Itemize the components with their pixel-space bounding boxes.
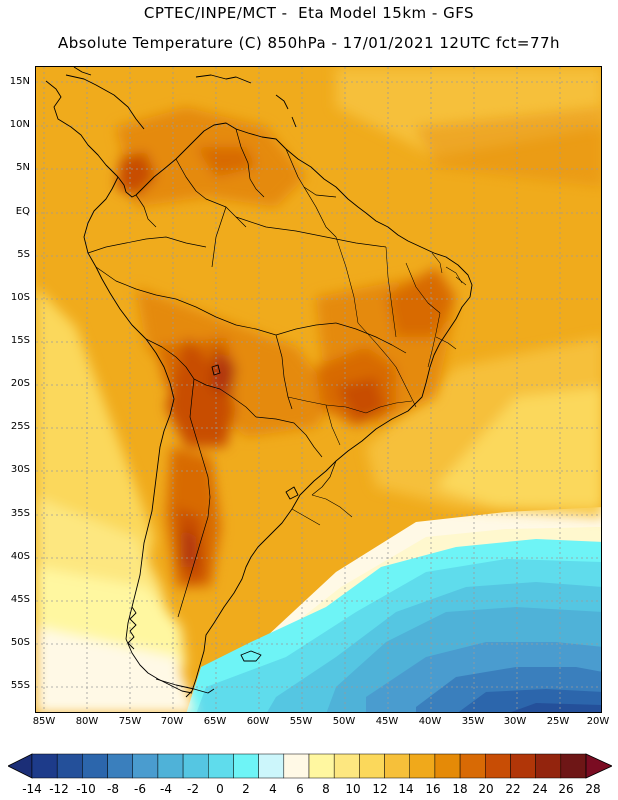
lon-label: 30W bbox=[503, 716, 527, 727]
colorbar-label: 2 bbox=[242, 782, 250, 796]
colorbar-label: -12 bbox=[49, 782, 69, 796]
lat-label: 20S bbox=[10, 378, 30, 389]
colorbar-cell bbox=[359, 753, 385, 779]
lat-label: 10S bbox=[10, 292, 30, 303]
lat-label: 15S bbox=[10, 335, 30, 346]
lat-label: 15N bbox=[9, 76, 30, 87]
tierra-del-fuego bbox=[155, 678, 215, 694]
lat-label: 55S bbox=[10, 680, 30, 691]
lat-label: 30S bbox=[10, 464, 30, 475]
map-panel bbox=[35, 66, 602, 713]
colorbar-label: 24 bbox=[532, 782, 548, 796]
south-america-coast bbox=[117, 122, 473, 698]
colorbar-label: 4 bbox=[269, 782, 277, 796]
lat-label: 50S bbox=[10, 637, 30, 648]
colorbar-cell bbox=[283, 753, 310, 779]
colorbar-cell bbox=[485, 753, 511, 779]
lon-label: 45W bbox=[375, 716, 399, 727]
lat-label: 35S bbox=[10, 508, 30, 519]
lon-label: 60W bbox=[246, 716, 270, 727]
colorbar-cell bbox=[132, 753, 159, 779]
colorbar-label: 14 bbox=[398, 782, 414, 796]
colorbar-cell bbox=[107, 753, 133, 779]
caribbean-islands bbox=[195, 74, 252, 84]
lat-label: 5N bbox=[16, 162, 30, 173]
cold-air-shading bbox=[186, 507, 601, 712]
colorbar bbox=[8, 753, 612, 779]
lon-label: 85W bbox=[32, 716, 56, 727]
falkland-islands bbox=[240, 650, 262, 662]
temperature-map bbox=[36, 67, 601, 712]
colorbar-label: -14 bbox=[22, 782, 42, 796]
lon-label: 20W bbox=[586, 716, 610, 727]
lat-label: 25S bbox=[10, 421, 30, 432]
cool-ocean-shading bbox=[36, 67, 601, 712]
colorbar-under-arrow bbox=[8, 753, 33, 779]
colorbar-label: -10 bbox=[76, 782, 96, 796]
colorbar-cell bbox=[208, 753, 234, 779]
lon-label: 35W bbox=[461, 716, 485, 727]
colorbar-cell bbox=[434, 753, 461, 779]
colorbar-label: 26 bbox=[558, 782, 574, 796]
lon-label: 25W bbox=[546, 716, 570, 727]
lon-label: 65W bbox=[203, 716, 227, 727]
coastline-and-borders bbox=[45, 67, 473, 698]
colorbar-cell bbox=[409, 753, 436, 779]
colorbar-label: 12 bbox=[372, 782, 388, 796]
colorbar-cell bbox=[182, 753, 209, 779]
lat-label: 5S bbox=[17, 249, 30, 260]
colorbar-cell bbox=[233, 753, 259, 779]
colorbar-label: 0 bbox=[216, 782, 224, 796]
lat-label: 10N bbox=[9, 119, 30, 130]
colorbar-label: -8 bbox=[107, 782, 119, 796]
lake bbox=[285, 486, 299, 500]
colorbar-label: -2 bbox=[187, 782, 199, 796]
lon-label: 50W bbox=[332, 716, 356, 727]
colorbar-label: 28 bbox=[585, 782, 601, 796]
warm-ocean-shading bbox=[416, 107, 601, 187]
colorbar-over-arrow bbox=[585, 753, 612, 779]
colorbar-cell bbox=[258, 753, 285, 779]
colorbar-cell bbox=[82, 753, 108, 779]
warm-air-shading bbox=[116, 107, 456, 587]
colorbar-label: 10 bbox=[345, 782, 361, 796]
map-title-line-2: Absolute Temperature (C) 850hPa - 17/01/… bbox=[57, 34, 561, 52]
lat-label: EQ bbox=[15, 206, 30, 217]
central-america-coast bbox=[45, 80, 119, 178]
colorbar-cell bbox=[459, 753, 486, 779]
colorbar-cell bbox=[510, 753, 536, 779]
colorbar-label: 6 bbox=[296, 782, 304, 796]
lon-label: 40W bbox=[418, 716, 442, 727]
lon-label: 55W bbox=[289, 716, 313, 727]
colorbar-label: -4 bbox=[160, 782, 172, 796]
national-borders bbox=[87, 128, 407, 618]
colorbar-label: 16 bbox=[425, 782, 441, 796]
colorbar-cell bbox=[31, 753, 58, 779]
map-title-line-1: CPTEC/INPE/MCT - Eta Model 15km - GFS bbox=[143, 4, 475, 22]
colorbar-label: 22 bbox=[505, 782, 521, 796]
colorbar-label: 18 bbox=[452, 782, 468, 796]
lon-label: 80W bbox=[75, 716, 99, 727]
colorbar-cell bbox=[308, 753, 335, 779]
colorbar-label: -6 bbox=[134, 782, 146, 796]
colorbar-label: 8 bbox=[322, 782, 330, 796]
lon-label: 75W bbox=[118, 716, 142, 727]
colorbar-cells bbox=[31, 753, 587, 779]
lon-label: 70W bbox=[160, 716, 184, 727]
colorbar-cell bbox=[333, 753, 360, 779]
lat-label: 45S bbox=[10, 594, 30, 605]
colorbar-cell bbox=[535, 753, 562, 779]
colorbar-cell bbox=[384, 753, 410, 779]
lat-label: 40S bbox=[10, 551, 30, 562]
colorbar-label: 20 bbox=[478, 782, 494, 796]
state-borders bbox=[287, 236, 467, 526]
colorbar-cell bbox=[560, 753, 587, 779]
colorbar-cell bbox=[56, 753, 83, 779]
colorbar-cell bbox=[157, 753, 184, 779]
